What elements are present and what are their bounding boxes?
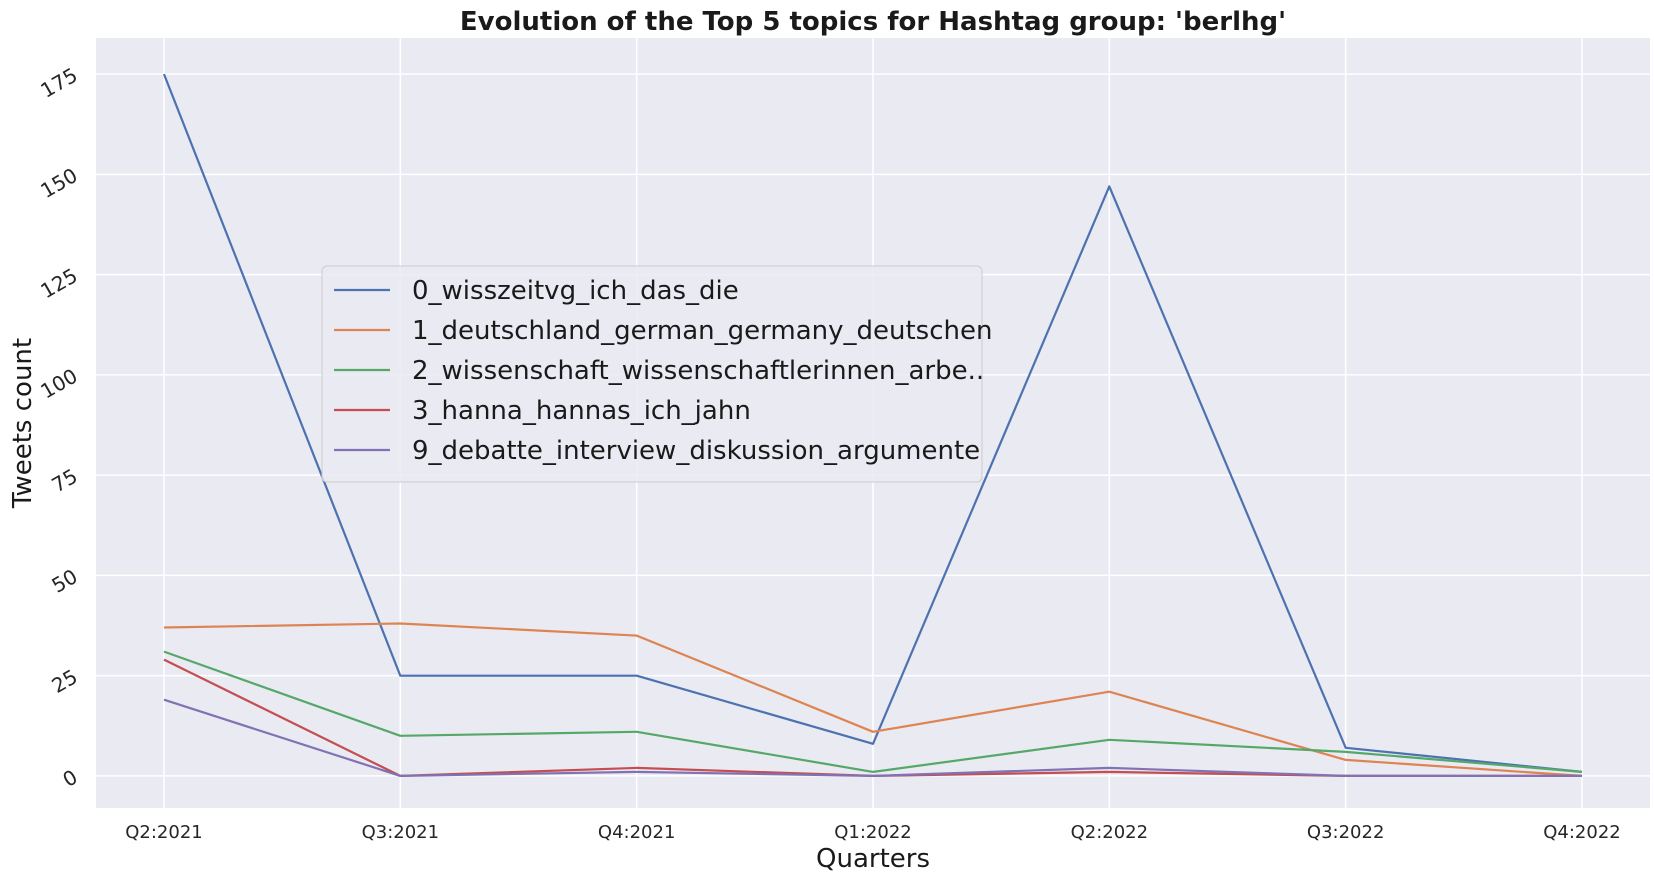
series-line-4 bbox=[163, 698, 1582, 778]
x-tick-label: Q2:2021 bbox=[125, 822, 203, 843]
y-axis-label: Tweets count bbox=[8, 338, 38, 509]
y-tick-label: 125 bbox=[36, 263, 81, 303]
legend: 0_wisszeitvg_ich_das_die 1_deutschland_ge… bbox=[321, 265, 992, 483]
legend-entry: 1_deutschland_german_germany_deutschen bbox=[412, 316, 992, 346]
series-line-0 bbox=[162, 73, 1583, 773]
x-tick-label: Q3:2022 bbox=[1307, 822, 1385, 843]
legend-entry: 0_wisszeitvg_ich_das_die bbox=[412, 276, 739, 306]
legend-box bbox=[321, 265, 983, 483]
y-axis-ticks: 0 25 50 75 100 125 150 175 bbox=[36, 63, 81, 792]
series-line-2 bbox=[163, 650, 1583, 774]
y-tick-label: 175 bbox=[36, 63, 81, 103]
legend-entry: 3_hanna_hannas_ich_jahn bbox=[412, 396, 751, 426]
legend-entry: 9_debatte_interview_diskussion_argumente bbox=[412, 436, 980, 466]
y-tick-label: 75 bbox=[47, 464, 81, 498]
y-tick-label: 50 bbox=[47, 564, 81, 598]
y-tick-label: 150 bbox=[36, 163, 81, 203]
legend-entry: 2_wissenschaft_wissenschaftlerinnen_arbe… bbox=[412, 356, 984, 386]
x-tick-label: Q2:2022 bbox=[1071, 822, 1149, 843]
x-tick-label: Q4:2022 bbox=[1543, 822, 1621, 843]
x-tick-label: Q3:2021 bbox=[362, 822, 440, 843]
y-tick-label: 0 bbox=[58, 765, 81, 792]
x-tick-label: Q4:2021 bbox=[598, 822, 676, 843]
x-tick-label: Q1:2022 bbox=[834, 822, 912, 843]
series-line-1 bbox=[163, 622, 1583, 777]
y-tick-label: 100 bbox=[36, 364, 81, 404]
x-axis-ticks: Q2:2021 Q3:2021 Q4:2021 Q1:2022 Q2:2022 Q3:20… bbox=[125, 822, 1621, 843]
x-axis-label: Quarters bbox=[816, 844, 930, 874]
y-tick-label: 25 bbox=[47, 664, 81, 698]
series-lines bbox=[162, 73, 1583, 778]
chart-title: Evolution of the Top 5 topics for Hashta… bbox=[460, 7, 1286, 37]
